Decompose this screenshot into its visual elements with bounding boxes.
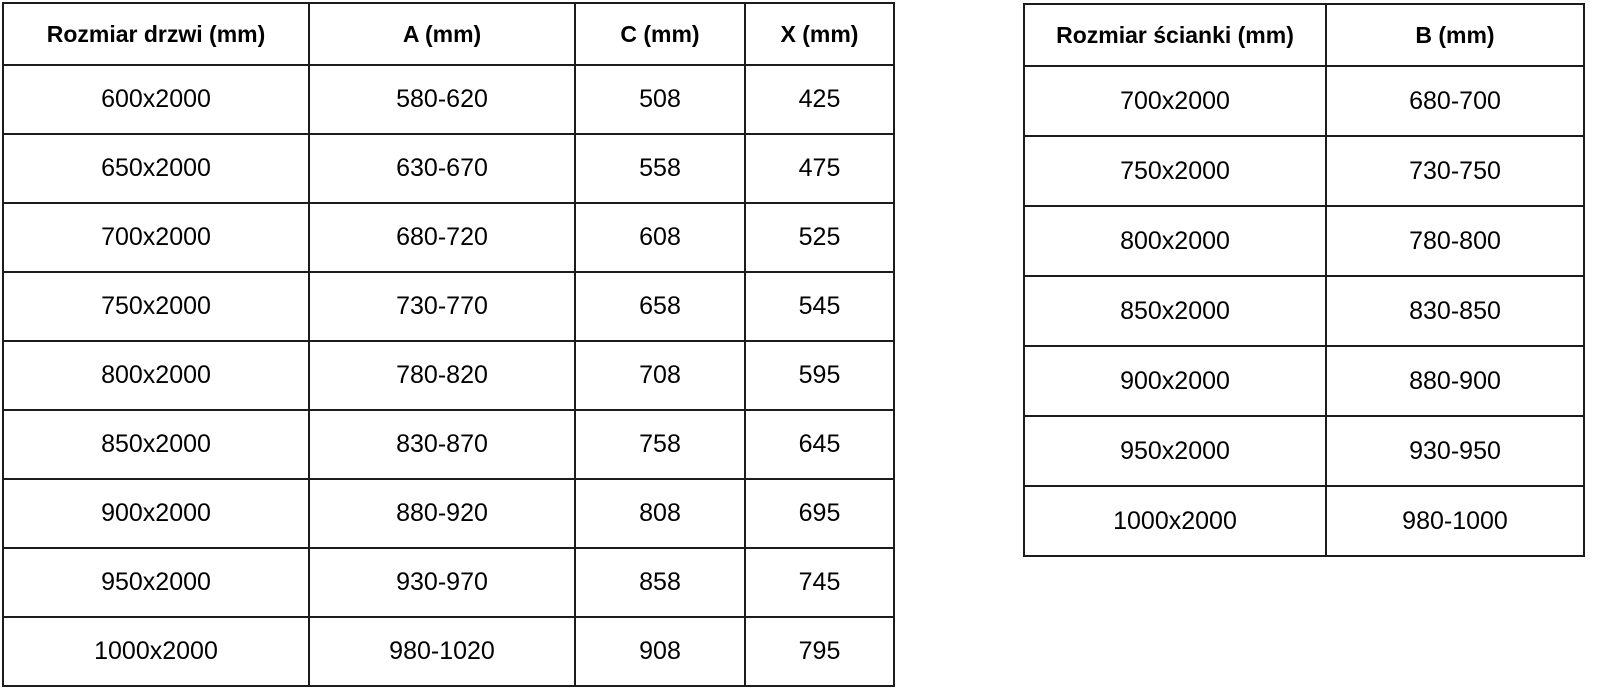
- table-cell: 658: [574, 271, 746, 342]
- table-cell: 425: [744, 64, 895, 135]
- door-table-header-row: Rozmiar drzwi (mm) A (mm) C (mm) X (mm): [2, 2, 895, 66]
- table-cell: 750x2000: [1023, 135, 1327, 207]
- table-row: 700x2000 680-700: [1023, 65, 1585, 137]
- table-cell: 880-900: [1325, 345, 1585, 417]
- table-cell: 745: [744, 547, 895, 618]
- table-cell: 730-750: [1325, 135, 1585, 207]
- table-cell: 858: [574, 547, 746, 618]
- table-cell: 950x2000: [2, 547, 310, 618]
- table-cell: 808: [574, 478, 746, 549]
- column-header-c: C (mm): [574, 2, 746, 66]
- table-row: 650x2000 630-670 558 475: [2, 133, 895, 204]
- table-cell: 630-670: [308, 133, 576, 204]
- table-cell: 580-620: [308, 64, 576, 135]
- column-header-x: X (mm): [744, 2, 895, 66]
- table-cell: 680-720: [308, 202, 576, 273]
- table-cell: 558: [574, 133, 746, 204]
- table-row: 950x2000 930-970 858 745: [2, 547, 895, 618]
- table-cell: 880-920: [308, 478, 576, 549]
- table-cell: 1000x2000: [2, 616, 310, 687]
- table-row: 950x2000 930-950: [1023, 415, 1585, 487]
- table-cell: 680-700: [1325, 65, 1585, 137]
- table-cell: 650x2000: [2, 133, 310, 204]
- table-cell: 1000x2000: [1023, 485, 1327, 557]
- table-cell: 545: [744, 271, 895, 342]
- table-row: 600x2000 580-620 508 425: [2, 64, 895, 135]
- table-row: 850x2000 830-850: [1023, 275, 1585, 347]
- table-cell: 930-950: [1325, 415, 1585, 487]
- table-cell: 900x2000: [1023, 345, 1327, 417]
- table-cell: 800x2000: [1023, 205, 1327, 277]
- table-row: 700x2000 680-720 608 525: [2, 202, 895, 273]
- table-cell: 750x2000: [2, 271, 310, 342]
- wall-size-table: Rozmiar ścianki (mm) B (mm) 700x2000 680-…: [1023, 3, 1585, 557]
- table-cell: 708: [574, 340, 746, 411]
- table-cell: 730-770: [308, 271, 576, 342]
- table-row: 800x2000 780-800: [1023, 205, 1585, 277]
- table-cell: 980-1020: [308, 616, 576, 687]
- table-cell: 830-870: [308, 409, 576, 480]
- table-cell: 780-820: [308, 340, 576, 411]
- table-cell: 700x2000: [2, 202, 310, 273]
- table-row: 1000x2000 980-1020 908 795: [2, 616, 895, 687]
- table-cell: 830-850: [1325, 275, 1585, 347]
- table-cell: 850x2000: [2, 409, 310, 480]
- table-row: 800x2000 780-820 708 595: [2, 340, 895, 411]
- wall-table-header-row: Rozmiar ścianki (mm) B (mm): [1023, 3, 1585, 67]
- table-cell: 695: [744, 478, 895, 549]
- door-size-table: Rozmiar drzwi (mm) A (mm) C (mm) X (mm) …: [2, 2, 895, 687]
- table-cell: 645: [744, 409, 895, 480]
- table-row: 900x2000 880-920 808 695: [2, 478, 895, 549]
- table-cell: 930-970: [308, 547, 576, 618]
- column-header-rozmiar-drzwi: Rozmiar drzwi (mm): [2, 2, 310, 66]
- table-cell: 980-1000: [1325, 485, 1585, 557]
- table-row: 1000x2000 980-1000: [1023, 485, 1585, 557]
- table-cell: 508: [574, 64, 746, 135]
- table-row: 750x2000 730-750: [1023, 135, 1585, 207]
- table-cell: 900x2000: [2, 478, 310, 549]
- table-row: 850x2000 830-870 758 645: [2, 409, 895, 480]
- table-row: 900x2000 880-900: [1023, 345, 1585, 417]
- table-cell: 700x2000: [1023, 65, 1327, 137]
- table-cell: 795: [744, 616, 895, 687]
- table-cell: 908: [574, 616, 746, 687]
- door-table-body: 600x2000 580-620 508 425 650x2000 630-670 558 4…: [2, 64, 895, 687]
- table-cell: 780-800: [1325, 205, 1585, 277]
- table-cell: 475: [744, 133, 895, 204]
- table-cell: 800x2000: [2, 340, 310, 411]
- column-header-b: B (mm): [1325, 3, 1585, 67]
- table-cell: 850x2000: [1023, 275, 1327, 347]
- table-cell: 608: [574, 202, 746, 273]
- table-cell: 595: [744, 340, 895, 411]
- table-cell: 600x2000: [2, 64, 310, 135]
- table-cell: 758: [574, 409, 746, 480]
- table-row: 750x2000 730-770 658 545: [2, 271, 895, 342]
- table-cell: 525: [744, 202, 895, 273]
- table-cell: 950x2000: [1023, 415, 1327, 487]
- wall-table-body: 700x2000 680-700 750x2000 730-750 800x2000 78…: [1023, 65, 1585, 557]
- column-header-a: A (mm): [308, 2, 576, 66]
- column-header-rozmiar-scianki: Rozmiar ścianki (mm): [1023, 3, 1327, 67]
